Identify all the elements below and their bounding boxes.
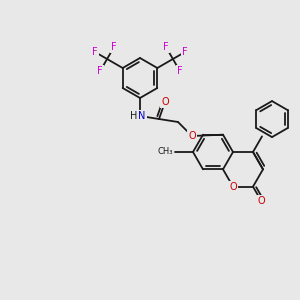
Text: O: O	[188, 131, 196, 141]
Text: F: F	[92, 47, 98, 57]
Text: N: N	[138, 111, 146, 121]
Text: O: O	[229, 182, 237, 192]
Text: F: F	[177, 66, 183, 76]
Text: O: O	[258, 196, 265, 206]
Text: H: H	[130, 111, 137, 121]
Text: F: F	[111, 42, 117, 52]
Text: CH₃: CH₃	[158, 148, 173, 157]
Text: F: F	[182, 47, 188, 57]
Text: O: O	[161, 97, 169, 107]
Text: F: F	[163, 42, 169, 52]
Text: F: F	[97, 66, 103, 76]
